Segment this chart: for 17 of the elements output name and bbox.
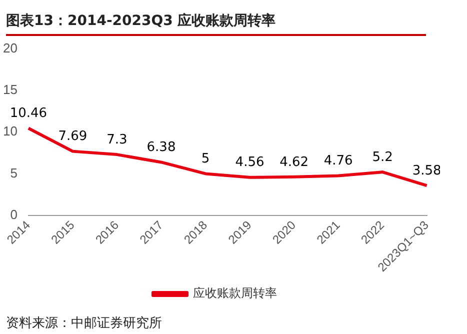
text: 资料来源：中邮证券研究所 bbox=[6, 315, 162, 332]
data-label: 4.62 bbox=[280, 154, 309, 170]
y-tick-label: 10 bbox=[2, 124, 18, 139]
data-label: 10.46 bbox=[10, 106, 48, 122]
chart-title: 图表13：2014-2023Q3 应收账款周转率 bbox=[6, 12, 426, 36]
data-label: 5 bbox=[201, 152, 210, 167]
legend-label: 应收账款周转率 bbox=[193, 286, 277, 300]
y-tick-label: 0 bbox=[10, 206, 18, 222]
y-tick-label: 20 bbox=[2, 40, 18, 56]
y-tick-label: 15 bbox=[2, 82, 18, 98]
data-label: 4.76 bbox=[324, 154, 353, 169]
data-label: 5.2 bbox=[372, 150, 393, 165]
data-label: 7.3 bbox=[106, 132, 128, 148]
data-label: 4.56 bbox=[235, 155, 264, 170]
y-tick-label: 5 bbox=[10, 165, 18, 180]
data-label: 7.69 bbox=[58, 129, 88, 144]
data-label: 6.38 bbox=[146, 140, 176, 156]
